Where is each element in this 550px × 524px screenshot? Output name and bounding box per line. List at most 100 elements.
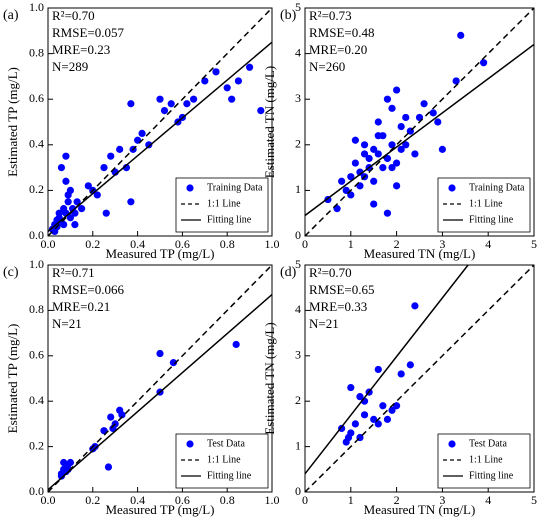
data-point bbox=[351, 136, 359, 144]
data-point bbox=[374, 118, 382, 126]
annotation: N=21 bbox=[309, 316, 339, 331]
data-point bbox=[212, 68, 220, 76]
annotation: R²=0.71 bbox=[52, 265, 95, 280]
data-point bbox=[397, 370, 405, 378]
data-point bbox=[118, 411, 126, 419]
fitting-line bbox=[305, 265, 469, 475]
data-point bbox=[402, 113, 410, 122]
x-tick-label: 1.0 bbox=[265, 237, 280, 251]
data-point bbox=[379, 402, 387, 410]
panel-label: (c) bbox=[3, 265, 19, 280]
data-point bbox=[257, 107, 265, 115]
data-point bbox=[127, 198, 135, 206]
x-tick-label: 2 bbox=[394, 493, 400, 507]
y-tick-label: 5 bbox=[295, 0, 301, 14]
data-point bbox=[457, 31, 465, 39]
data-point bbox=[66, 458, 74, 467]
data-point bbox=[360, 141, 369, 149]
x-tick-label: 0.8 bbox=[220, 237, 235, 251]
annotation: RMSE=0.066 bbox=[52, 282, 124, 297]
plot-area bbox=[48, 8, 272, 236]
y-tick-label: 1 bbox=[295, 182, 301, 196]
data-point bbox=[356, 393, 364, 401]
data-point bbox=[393, 159, 401, 167]
data-point bbox=[347, 173, 355, 181]
x-tick-label: 4 bbox=[485, 237, 491, 251]
data-point bbox=[411, 150, 419, 158]
y-tick-label: 2 bbox=[295, 137, 301, 151]
legend-label: Fitting line bbox=[469, 470, 514, 481]
annotation: MRE=0.23 bbox=[52, 42, 110, 57]
legend-marker bbox=[448, 184, 456, 192]
data-point bbox=[480, 59, 488, 67]
data-point bbox=[383, 209, 392, 217]
y-tick-label: 0 bbox=[295, 484, 301, 498]
x-tick-label: 0.4 bbox=[130, 493, 145, 507]
y-tick-label: 4 bbox=[295, 45, 301, 59]
data-point bbox=[452, 77, 460, 85]
x-tick-label: 5 bbox=[531, 493, 537, 507]
x-axis-label: Measured TN (mg/L) bbox=[364, 246, 476, 261]
data-point bbox=[388, 141, 396, 149]
one-to-one-line bbox=[305, 265, 534, 492]
data-point bbox=[420, 100, 428, 108]
data-point bbox=[379, 164, 387, 172]
data-point bbox=[393, 86, 401, 94]
data-point bbox=[91, 443, 99, 451]
data-point bbox=[84, 182, 92, 190]
data-point bbox=[62, 177, 70, 185]
data-point bbox=[93, 191, 101, 199]
x-axis-label: Measured TP (mg/L) bbox=[105, 246, 214, 261]
data-point bbox=[374, 365, 382, 374]
plot-frame bbox=[47, 7, 273, 237]
x-tick-label: 0.0 bbox=[41, 237, 56, 251]
x-tick-label: 0.2 bbox=[85, 237, 100, 251]
data-point bbox=[116, 145, 124, 153]
data-point bbox=[338, 177, 346, 185]
annotation: RMSE=0.65 bbox=[309, 282, 374, 297]
x-axis-label: Measured TN (mg/L) bbox=[364, 502, 476, 517]
data-point bbox=[347, 383, 355, 392]
y-tick-label: 1.0 bbox=[29, 257, 44, 271]
annotation: N=260 bbox=[309, 59, 345, 74]
legend-label: Fitting line bbox=[207, 470, 252, 481]
data-point bbox=[438, 145, 446, 153]
data-point bbox=[388, 104, 396, 112]
panel-label: (a) bbox=[3, 8, 19, 23]
legend-label: 1:1 Line bbox=[469, 454, 503, 465]
x-tick-label: 1 bbox=[348, 237, 354, 251]
y-tick-label: 0.0 bbox=[29, 484, 44, 498]
data-point bbox=[246, 63, 254, 71]
data-point bbox=[183, 100, 191, 108]
data-point bbox=[402, 141, 410, 149]
data-point bbox=[66, 214, 74, 222]
x-tick-label: 4 bbox=[485, 493, 491, 507]
fitting-line bbox=[48, 293, 272, 491]
panel: (b) 0 1 2 3 4 5 0 1 2 3 4 5 Measured TN (mg/L) Estimat… bbox=[262, 0, 537, 261]
data-point bbox=[232, 340, 240, 349]
x-tick-label: 1 bbox=[348, 493, 354, 507]
one-to-one-line bbox=[48, 8, 272, 236]
y-tick-label: 0.4 bbox=[29, 137, 44, 151]
plot-frame bbox=[304, 7, 535, 237]
data-point bbox=[429, 109, 437, 117]
plot-frame bbox=[47, 264, 273, 493]
legend-label: 1:1 Line bbox=[207, 454, 241, 465]
data-point bbox=[383, 415, 392, 423]
data-point bbox=[374, 132, 382, 140]
data-point bbox=[55, 209, 63, 217]
annotation: R²=0.70 bbox=[309, 265, 352, 280]
annotation: RMSE=0.057 bbox=[52, 25, 124, 40]
plot-area bbox=[48, 265, 272, 492]
data-point bbox=[169, 359, 178, 367]
panel: (a) 0.0 0.2 0.4 0.6 0.8 1.0 0.0 0.2 0.4 0.6 0.8 1.0 M… bbox=[3, 0, 280, 261]
data-point bbox=[156, 95, 164, 103]
data-point bbox=[145, 141, 153, 149]
data-point bbox=[78, 205, 86, 213]
data-point bbox=[388, 406, 396, 414]
data-point bbox=[393, 182, 401, 190]
x-tick-label: 5 bbox=[531, 237, 537, 251]
data-point bbox=[64, 198, 72, 206]
y-tick-label: 5 bbox=[295, 257, 301, 271]
legend-label: Fitting line bbox=[469, 214, 514, 225]
